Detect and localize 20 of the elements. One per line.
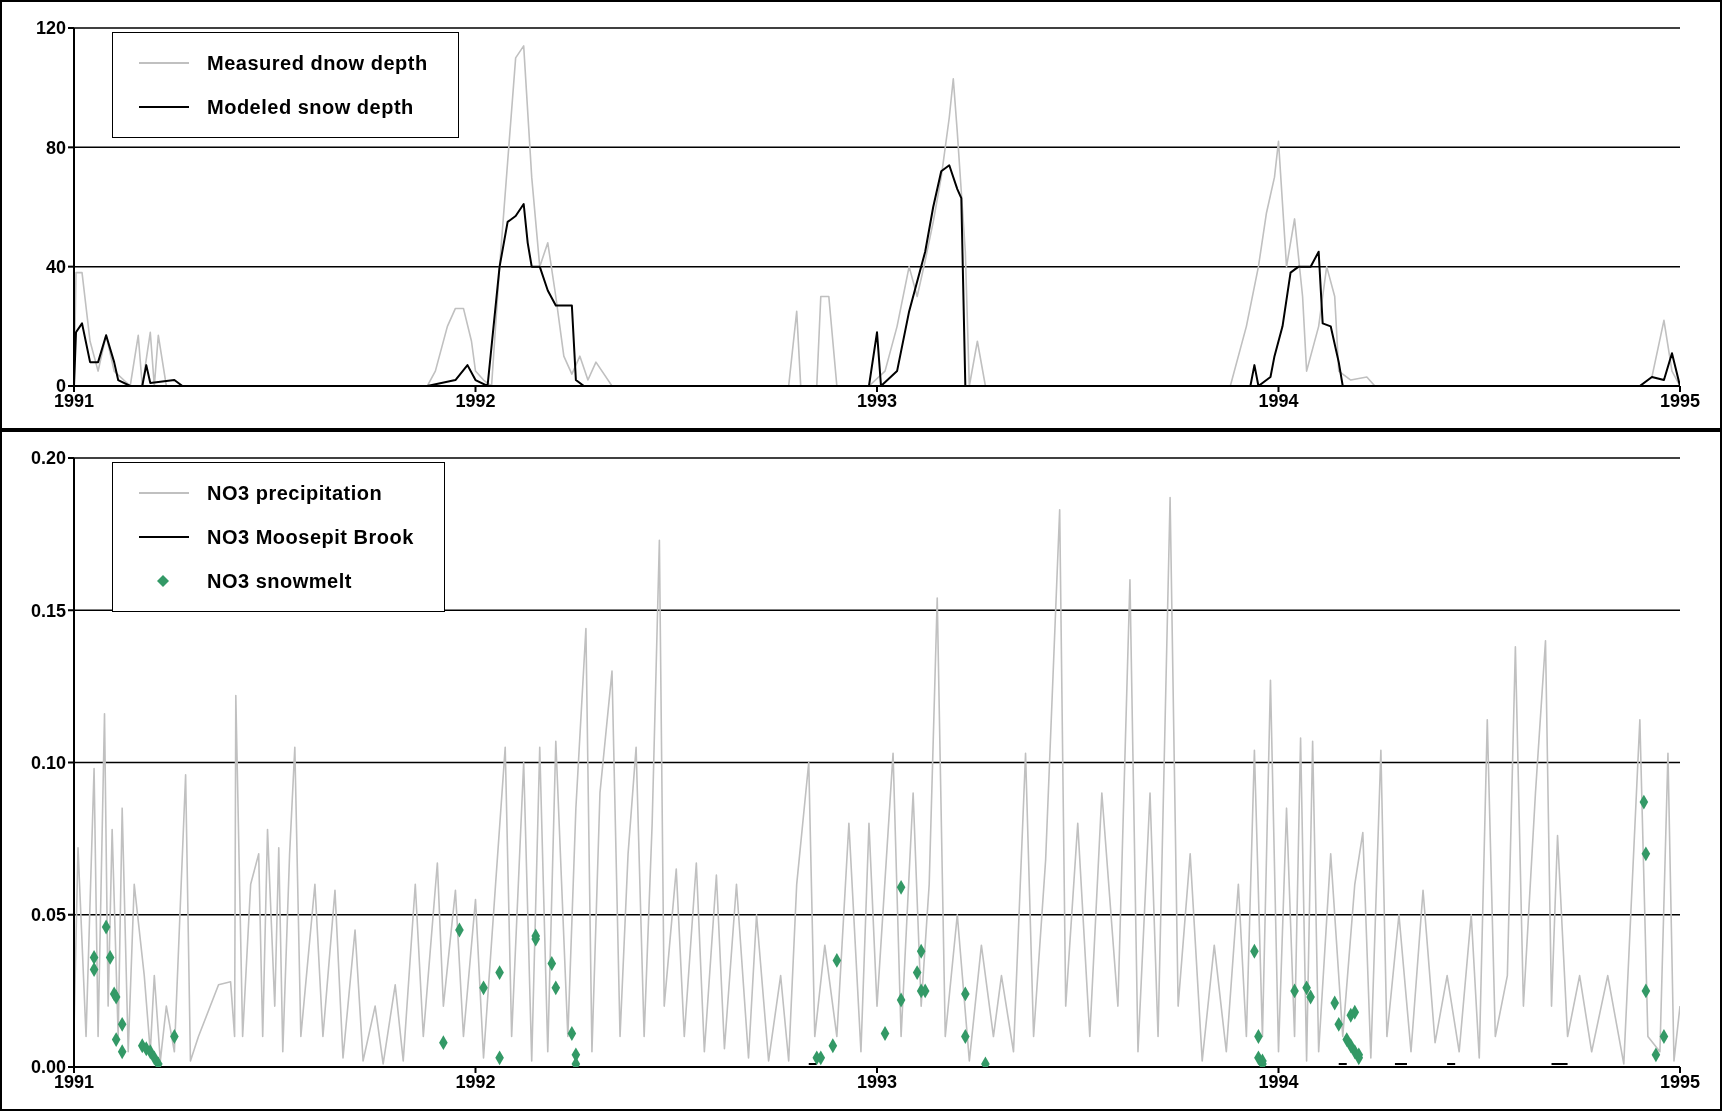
x-tick-label: 1994 [1258, 390, 1299, 411]
y-tick-label: 80 [45, 137, 66, 158]
x-tick-label: 1995 [1659, 390, 1701, 411]
legend-label: NO3 precipitation [207, 481, 383, 505]
y-tick-label: 120 [35, 18, 66, 39]
y-tick-label: 0.15 [30, 600, 66, 621]
y-tick-label: 0.10 [30, 752, 66, 773]
legend-label: NO3 snowmelt [207, 569, 352, 593]
legend-label: Measured dnow depth [207, 51, 428, 75]
y-tick-label: 0.05 [30, 905, 66, 926]
x-tick-label: 1994 [1258, 1071, 1299, 1092]
legend-label: NO3 Moosepit Brook [207, 525, 414, 549]
x-tick-label: 1992 [455, 1071, 496, 1092]
legend-label: Modeled snow depth [207, 95, 414, 119]
x-tick-label: 1993 [856, 390, 898, 411]
x-tick-label: 1993 [856, 1071, 898, 1092]
x-tick-label: 1995 [1659, 1071, 1701, 1092]
y-tick-label: 40 [45, 257, 66, 278]
y-tick-label: 0.20 [30, 448, 66, 469]
x-tick-label: 1992 [455, 390, 496, 411]
